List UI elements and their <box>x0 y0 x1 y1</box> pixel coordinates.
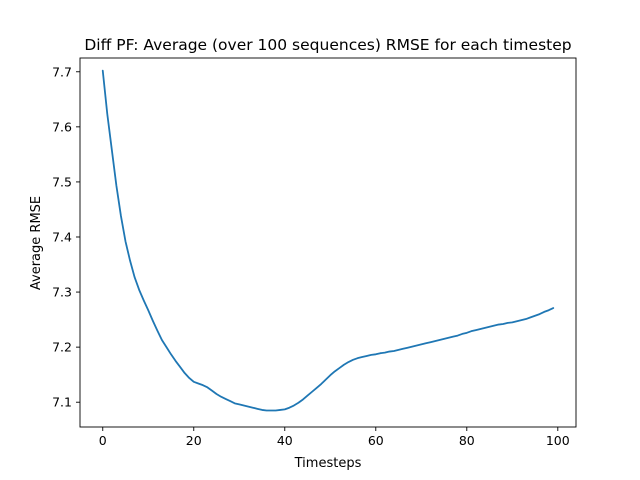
x-tick-label: 80 <box>459 433 475 448</box>
y-tick-label: 7.1 <box>52 395 72 410</box>
x-tick-label: 40 <box>277 433 293 448</box>
y-tick-label: 7.4 <box>52 229 72 244</box>
series-group <box>101 69 555 412</box>
y-tick-label: 7.7 <box>52 64 72 79</box>
y-tick-label: 7.5 <box>52 174 72 189</box>
plot-frame <box>79 57 577 428</box>
plot-area <box>79 57 577 428</box>
series-line <box>101 69 555 412</box>
chart-title: Diff PF: Average (over 100 sequences) RM… <box>84 36 571 54</box>
x-tick-label: 20 <box>186 433 202 448</box>
axis-ticks: 0 20 40 60 80 100 7.1 7.2 7.3 7.4 7.5 7.6 7.7 <box>52 64 570 448</box>
x-tick-label: 0 <box>99 433 107 448</box>
x-axis-label: Timesteps <box>294 456 362 471</box>
y-tick-label: 7.2 <box>52 340 72 355</box>
y-axis-label: Average RMSE <box>29 196 44 290</box>
y-tick-label: 7.6 <box>52 119 72 134</box>
y-tick-label: 7.3 <box>52 285 72 300</box>
x-tick-label: 100 <box>546 433 570 448</box>
x-tick-label: 60 <box>368 433 384 448</box>
